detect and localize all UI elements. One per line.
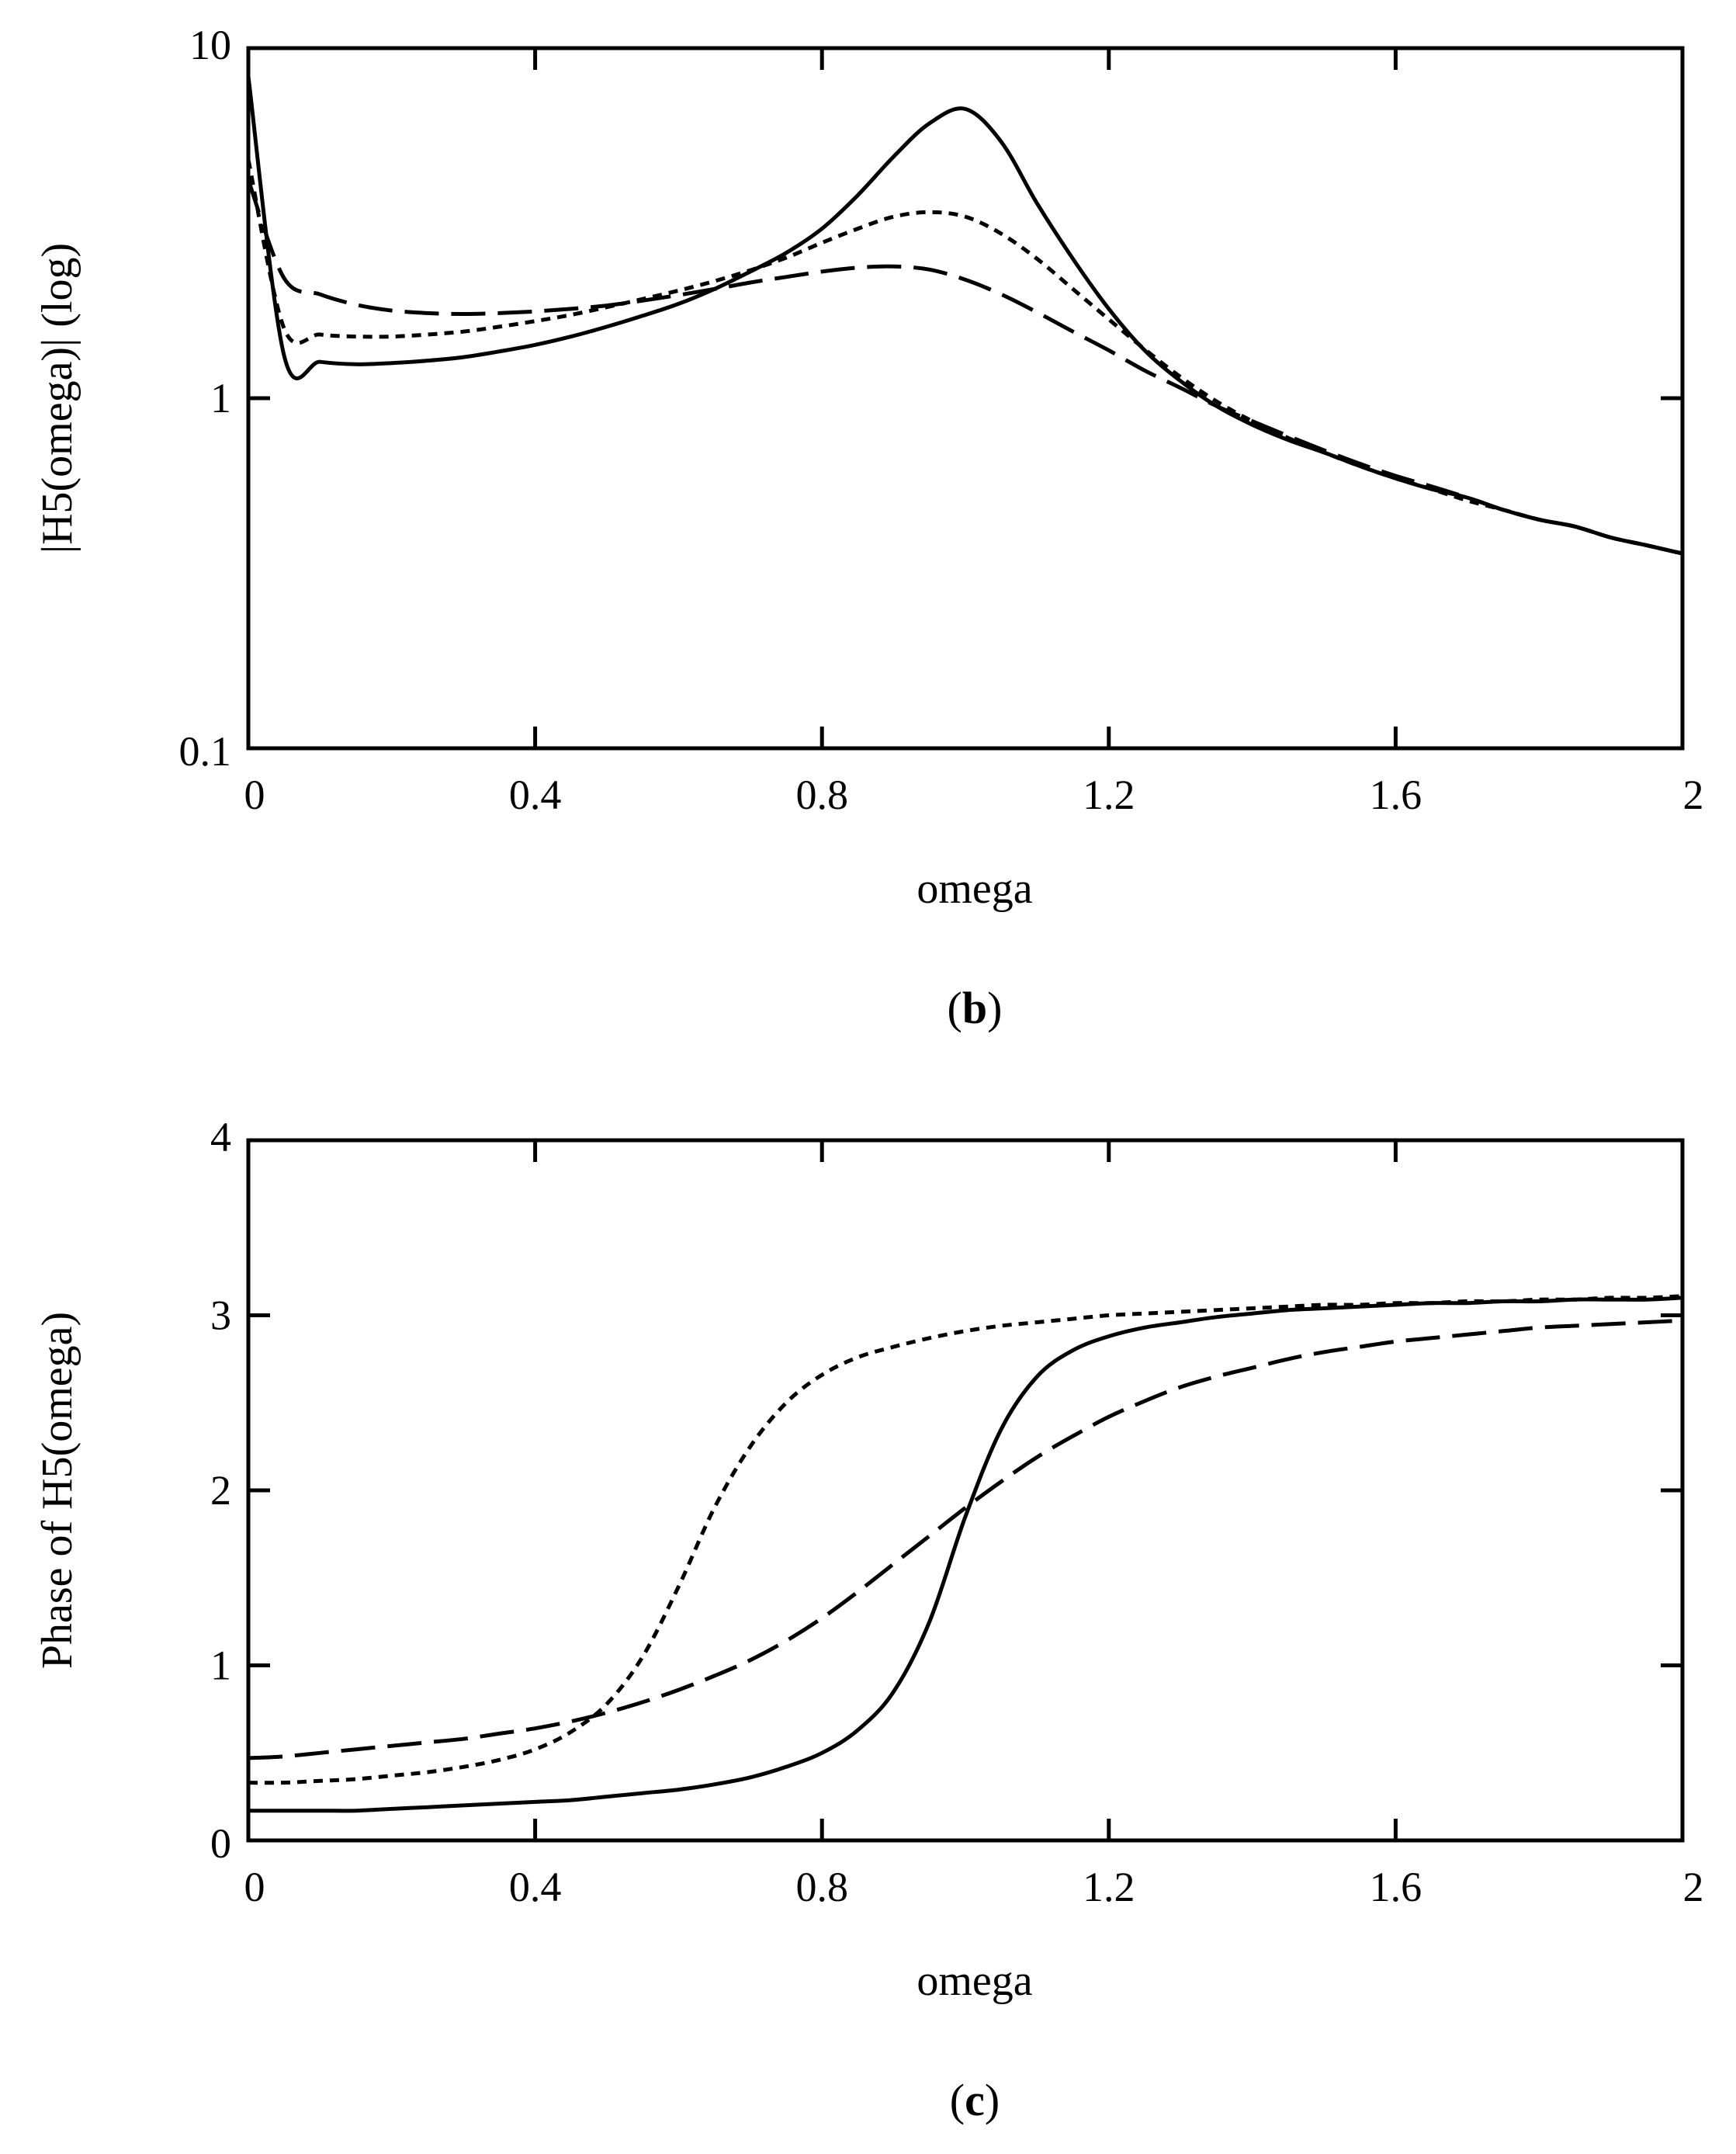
panel-b: 0 0.4 0.8 1.2 1.6 2 0.1 1 10 omega |H5(omega)| … [33, 22, 1704, 1033]
x-tick-label: 2 [1683, 772, 1704, 818]
x-tick-label: 1.2 [1083, 1864, 1135, 1910]
y-tick-labels: 0 1 2 3 4 [210, 1114, 231, 1867]
y-tick-label: 2 [210, 1467, 231, 1514]
y-tick-label: 0.1 [179, 728, 232, 775]
y-tick-label: 4 [210, 1114, 231, 1160]
x-tick-labels: 0 0.4 0.8 1.2 1.6 2 [244, 772, 1704, 818]
series-line-short-dash [248, 1294, 1683, 1785]
x-axis-label: omega [917, 1957, 1032, 2005]
tick-marks [246, 46, 1685, 751]
series-line-solid [248, 1296, 1683, 1813]
x-tick-label: 0.4 [509, 772, 562, 818]
series-line-long-dash [246, 179, 1683, 556]
y-tick-label: 3 [210, 1292, 231, 1339]
panel-caption: (c) [950, 2075, 1000, 2125]
y-tick-label: 10 [189, 22, 231, 68]
x-tick-label: 0.4 [509, 1864, 562, 1910]
series-line-long-dash [248, 1318, 1683, 1760]
y-tick-label: 1 [210, 375, 231, 421]
x-tick-label: 0 [244, 772, 265, 818]
series-group [248, 1294, 1683, 1813]
x-tick-label: 0.8 [795, 772, 848, 818]
plot-frame [246, 46, 1685, 751]
x-tick-label: 0 [244, 1864, 265, 1910]
panel-caption-letter: c [965, 2075, 985, 2125]
series-line-short-dash [246, 159, 1683, 556]
y-tick-label: 0 [210, 1820, 231, 1867]
y-tick-label: 1 [210, 1642, 231, 1689]
panel-caption-letter: b [962, 983, 987, 1033]
plot-frame [246, 1138, 1685, 1843]
x-tick-label: 1.6 [1370, 772, 1422, 818]
panel-caption: (b) [948, 983, 1003, 1033]
x-tick-labels: 0 0.4 0.8 1.2 1.6 2 [244, 1864, 1704, 1910]
y-axis-label: |H5(omega)| (log) [33, 243, 81, 553]
panel-c: 0 0.4 0.8 1.2 1.6 2 0 1 2 3 4 omega Phase of H5(o… [33, 1114, 1704, 2125]
x-tick-label: 1.2 [1083, 772, 1135, 818]
x-tick-label: 2 [1683, 1864, 1704, 1910]
tick-marks [246, 1138, 1685, 1843]
x-tick-label: 0.8 [795, 1864, 848, 1910]
y-axis-label: Phase of H5(omega) [33, 1312, 81, 1669]
series-group [246, 76, 1683, 556]
y-tick-labels: 0.1 1 10 [179, 22, 232, 775]
x-axis-label: omega [917, 865, 1032, 913]
x-tick-label: 1.6 [1370, 1864, 1422, 1910]
